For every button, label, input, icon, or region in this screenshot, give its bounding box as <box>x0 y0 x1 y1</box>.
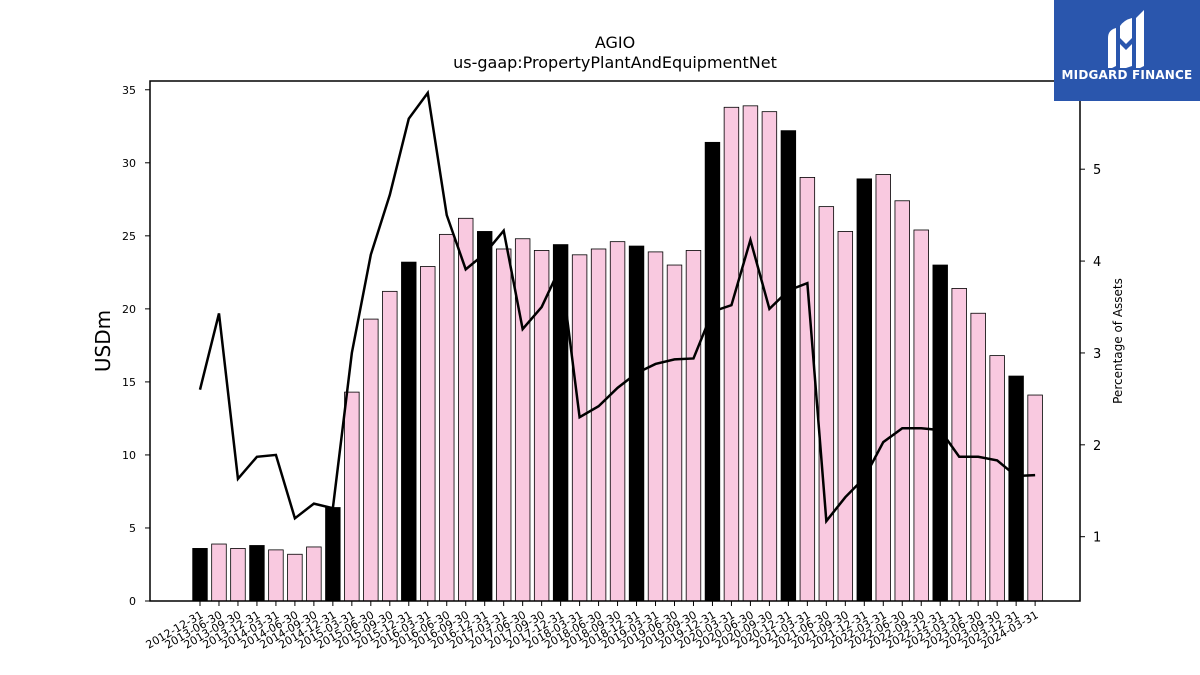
bar-2017-06-30 <box>515 239 530 601</box>
bar-2020-03-31 <box>724 107 739 601</box>
bar-2017-09-30 <box>534 250 549 601</box>
y-axis-label: USDm <box>91 310 115 372</box>
bar-2015-09-30 <box>383 291 398 601</box>
y-axis-left: 0 5 10 15 20 25 30 35 <box>122 84 150 608</box>
bar-2022-09-30 <box>914 230 929 601</box>
y2-tick-label: 3 <box>1093 347 1101 362</box>
y2-tick-label: 2 <box>1093 439 1101 454</box>
bar-2015-12-31 <box>401 262 416 601</box>
bar-2019-06-30 <box>667 265 682 601</box>
bar-2023-09-30 <box>990 356 1005 601</box>
y2-axis-label: Percentage of Assets <box>1111 278 1125 404</box>
bar-2016-12-31 <box>477 231 492 601</box>
bar-2021-09-30 <box>838 231 853 601</box>
y-tick-label: 35 <box>122 84 136 97</box>
bar-2013-09-30 <box>231 548 246 601</box>
bar-2018-09-30 <box>610 242 625 601</box>
bar-2015-06-30 <box>364 319 379 601</box>
bar-2013-12-31 <box>250 545 265 601</box>
bar-2014-06-30 <box>288 554 303 601</box>
bar-2018-03-31 <box>572 255 587 601</box>
bar-2019-09-30 <box>686 250 701 601</box>
bar-2023-03-31 <box>952 288 967 601</box>
bar-2016-09-30 <box>458 218 473 601</box>
bar-2022-06-30 <box>895 201 910 601</box>
bar-2020-09-30 <box>762 112 777 601</box>
y2-tick-label: 5 <box>1093 163 1101 178</box>
midgard-finance-logo: MIDGARD FINANCE <box>1054 0 1200 101</box>
bar-2022-03-31 <box>876 174 891 601</box>
x-axis: 2012-12-312013-06-302013-09-302013-12-31… <box>144 601 1041 652</box>
bar-2012-12-31 <box>193 548 208 601</box>
bar-2013-06-30 <box>212 544 227 601</box>
bar-2021-03-31 <box>800 177 815 601</box>
y-tick-label: 15 <box>122 376 136 389</box>
bar-2024-03-31 <box>1028 395 1043 601</box>
y-tick-label: 10 <box>122 449 136 462</box>
bar-2020-12-31 <box>781 131 796 601</box>
logo-text: MIDGARD FINANCE <box>1054 68 1200 82</box>
bar-2018-12-31 <box>629 246 644 601</box>
bar-2020-06-30 <box>743 106 758 601</box>
y-axis-right: 1 2 3 4 5 <box>1080 163 1101 545</box>
bar-2021-12-31 <box>857 179 872 601</box>
chart-title: AGIO <box>595 33 635 52</box>
y-tick-label: 5 <box>129 522 136 535</box>
bar-2014-12-31 <box>326 508 341 601</box>
bar-2019-12-31 <box>705 142 720 601</box>
y-tick-label: 0 <box>129 595 136 608</box>
bar-2021-06-30 <box>819 207 834 601</box>
bar-2014-09-30 <box>307 547 322 601</box>
bar-2019-03-31 <box>648 252 663 601</box>
bar-2018-06-30 <box>591 249 606 601</box>
y-tick-label: 25 <box>122 230 136 243</box>
y2-tick-label: 4 <box>1093 255 1101 270</box>
bar-2022-12-31 <box>933 265 948 601</box>
bar-2023-12-31 <box>1009 376 1024 601</box>
y-tick-label: 20 <box>122 303 136 316</box>
y-tick-label: 30 <box>122 157 136 170</box>
bar-2016-03-31 <box>420 267 435 601</box>
chart-subtitle: us-gaap:PropertyPlantAndEquipmentNet <box>453 53 777 72</box>
bar-series <box>193 106 1043 601</box>
y2-tick-label: 1 <box>1093 531 1101 546</box>
bar-2014-03-31 <box>269 550 284 601</box>
bar-2015-03-31 <box>345 392 360 601</box>
bar-2016-06-30 <box>439 234 454 601</box>
midgard-logo-icon <box>1104 8 1150 68</box>
bar-2017-03-31 <box>496 249 511 601</box>
